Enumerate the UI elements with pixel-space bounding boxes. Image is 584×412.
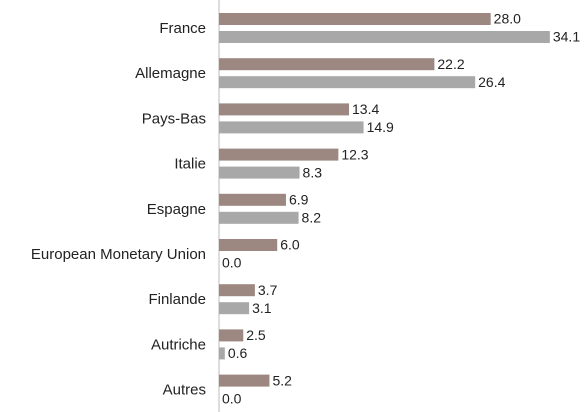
value-label: 6.0 <box>280 237 300 253</box>
value-label: 22.2 <box>437 56 464 72</box>
category-label: Autres <box>163 382 206 399</box>
category-label: European Monetary Union <box>31 246 206 263</box>
bar <box>219 166 300 179</box>
value-label: 8.2 <box>302 210 322 226</box>
bar <box>219 329 244 342</box>
category-label: Autriche <box>151 336 206 353</box>
bar <box>219 211 299 224</box>
bar <box>219 58 435 71</box>
category-label: Espagne <box>147 201 206 218</box>
bar <box>219 193 286 206</box>
value-label: 28.0 <box>494 11 521 27</box>
category-label: France <box>159 20 206 37</box>
category-label: Finlande <box>148 291 206 308</box>
bar <box>219 103 350 116</box>
bar <box>219 31 550 43</box>
value-label: 14.9 <box>367 119 394 135</box>
bar <box>219 76 476 89</box>
value-label: 13.4 <box>352 101 379 117</box>
value-label: 34.1 <box>553 29 580 45</box>
bar <box>219 121 364 134</box>
value-label: 6.9 <box>289 192 309 208</box>
bar <box>219 374 270 387</box>
category-label: Allemagne <box>135 65 206 82</box>
bar <box>219 239 278 251</box>
bar <box>219 148 339 161</box>
value-label: 0.6 <box>228 345 248 361</box>
value-label: 8.3 <box>303 164 323 180</box>
value-label: 3.7 <box>258 282 278 298</box>
bar <box>219 347 225 360</box>
bar <box>219 302 250 315</box>
value-label: 5.2 <box>272 372 292 388</box>
value-label: 2.5 <box>246 327 266 343</box>
value-label: 0.0 <box>222 390 242 406</box>
value-label: 3.1 <box>252 300 272 316</box>
bar <box>219 284 255 297</box>
bar <box>219 13 491 25</box>
category-label: Pays-Bas <box>142 110 206 127</box>
value-label: 26.4 <box>478 74 505 90</box>
value-label: 0.0 <box>222 255 242 271</box>
category-label: Italie <box>174 156 206 173</box>
value-label: 12.3 <box>341 146 368 162</box>
